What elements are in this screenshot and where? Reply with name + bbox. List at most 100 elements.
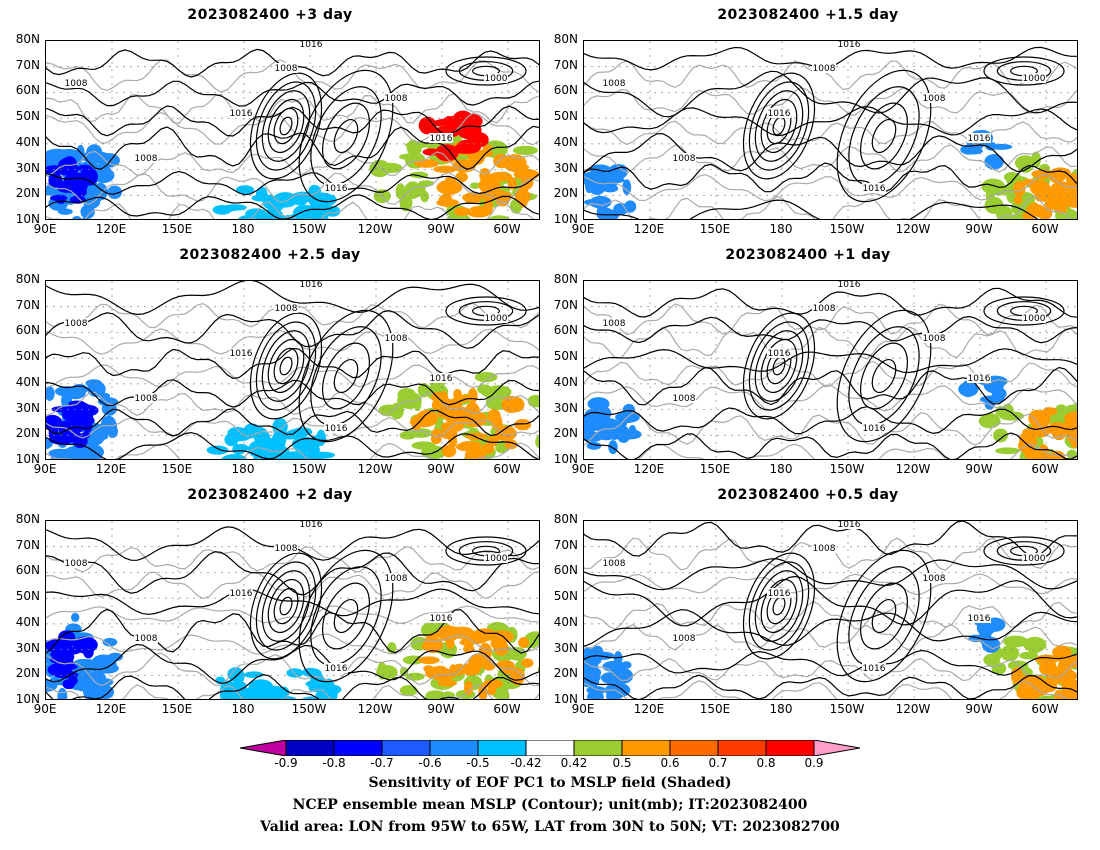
lat-tick-label: 40N [553,374,578,389]
negative-shading [212,184,341,219]
contour-label: 1008 [385,94,408,104]
colorbar-tick-label: 0.9 [804,756,824,770]
colorbar-tick-label: -0.8 [322,756,346,770]
map-plot-area: 1016 1008 1016 1008 1016 1016 1008 1000 1008 [583,520,1078,700]
high-pressure-system [836,549,932,683]
lat-tick-label: 50N [553,589,578,604]
contour-label: 1016 [968,374,991,384]
lon-tick-label: 90W [965,702,993,716]
contour-label: 1016 [325,664,348,674]
isobar-contour [584,366,1077,406]
colorbar-tick-label: 0.6 [660,756,680,770]
high-pressure-system [836,69,932,203]
contour-label: 1016 [863,664,886,674]
contour-label: 1000 [1023,554,1046,564]
contour-label: 1016 [768,349,791,359]
lon-tick-label: 120W [895,222,931,236]
contour-label: 1008 [813,544,836,554]
lat-tick-label: 20N [553,426,578,441]
lon-tick-label: 180 [769,462,793,476]
colorbar-tick-label: -0.7 [370,756,394,770]
lat-tick-label: 50N [15,589,40,604]
lat-tick-label: 40N [15,374,40,389]
lat-tick-label: 70N [15,297,40,312]
lon-tick-label: 150E [699,222,731,236]
contour-label: 1008 [603,319,626,329]
lon-tick-label: 60W [1031,222,1059,236]
lon-tick-label: 180 [231,222,255,236]
colorbar-arrow-low [240,740,287,756]
contour-label: 1008 [385,574,408,584]
isobar-contour [46,588,539,617]
lat-tick-label: 60N [15,323,40,338]
coastline [46,111,539,146]
isobar-contour [46,408,539,437]
contour-label: 1000 [485,554,508,564]
lat-tick-label: 80N [553,272,578,286]
lat-tick-label: 80N [15,32,40,46]
lon-tick-label: 120W [357,462,393,476]
lon-tick-label: 60W [493,462,521,476]
lat-tick-label: 30N [15,400,40,415]
lon-tick-label: 90E [571,462,595,476]
contour-label: 1016 [968,134,991,144]
lat-tick-label: 70N [15,537,40,552]
lat-tick-label: 10N [15,692,40,706]
lon-tick-label: 120W [895,462,931,476]
lat-tick-label: 60N [15,83,40,98]
contour-label: 1008 [673,634,696,644]
lon-tick-label: 120E [633,702,665,716]
map-svg: 1016 1008 1016 1008 1016 1016 1008 1000 1008 [46,41,539,219]
lon-tick-label: 150W [829,702,865,716]
lon-tick-label: 60W [493,702,521,716]
lon-tick-label: 60W [493,222,521,236]
isobar-contour [46,194,539,219]
contour-label: 1016 [768,589,791,599]
lat-tick-label: 40N [15,134,40,149]
isobar-contour [46,431,539,459]
contour-label: 1008 [275,304,298,314]
panel-title: 2023082400 +2 day [187,487,353,503]
lon-tick-label: 120E [95,222,127,236]
lat-tick-label: 40N [15,614,40,629]
map-plot-area: 1016 1008 1016 1008 1016 1016 1008 1000 1008 [583,40,1078,220]
isobar-contour [584,432,1077,459]
colorbar-swatch [429,740,479,756]
contour-label: 1008 [603,559,626,569]
lon-tick-label: 150W [291,462,327,476]
lon-tick-label: 90W [427,222,455,236]
coastline [46,652,539,687]
contour-label: 1008 [603,79,626,89]
lon-tick-label: 90E [33,702,57,716]
colorbar-tick-label: 0.42 [560,756,588,770]
lon-tick-label: 90E [33,222,57,236]
lon-tick-label: 120E [95,702,127,716]
colorbar-tick-label: -0.5 [466,756,490,770]
contour-label: 1016 [863,184,886,194]
lon-tick-label: 180 [769,222,793,236]
lon-tick-label: 150E [161,462,193,476]
high-pressure-system [298,69,394,203]
positive-shading [418,110,489,162]
map-panel: 2023082400 +1 day 80N 70N 60N 50N 40N 30N 20N 10… [538,240,1078,480]
lon-tick-label: 180 [769,702,793,716]
coastline [46,570,539,600]
coastline [584,120,1077,146]
contour-label: 1016 [230,109,253,119]
lon-tick-label: 60W [1031,462,1059,476]
lat-tick-label: 10N [553,692,578,706]
lon-tick-label: 180 [231,462,255,476]
contour-label: 1016 [838,281,861,290]
coastline [46,171,539,206]
isobar-contour [46,105,539,137]
map-panel: 2023082400 +3 day 80N 70N 60N 50N 40N 30N 20N 10… [0,0,540,240]
map-plot-area: 1016 1008 1016 1008 1016 1016 1008 1000 1008 [45,280,540,460]
coastline [46,416,539,439]
map-panel: 2023082400 +2.5 day 80N 70N 60N 50N 40N 30N 20N… [0,240,540,480]
map-svg: 1016 1008 1016 1008 1016 1016 1008 1000 1008 [584,281,1077,459]
panel-title: 2023082400 +0.5 day [717,487,899,503]
panel-title: 2023082400 +1 day [725,247,891,263]
lat-tick-label: 40N [553,614,578,629]
negative-shading [584,645,634,699]
contour-label: 1008 [673,154,696,164]
